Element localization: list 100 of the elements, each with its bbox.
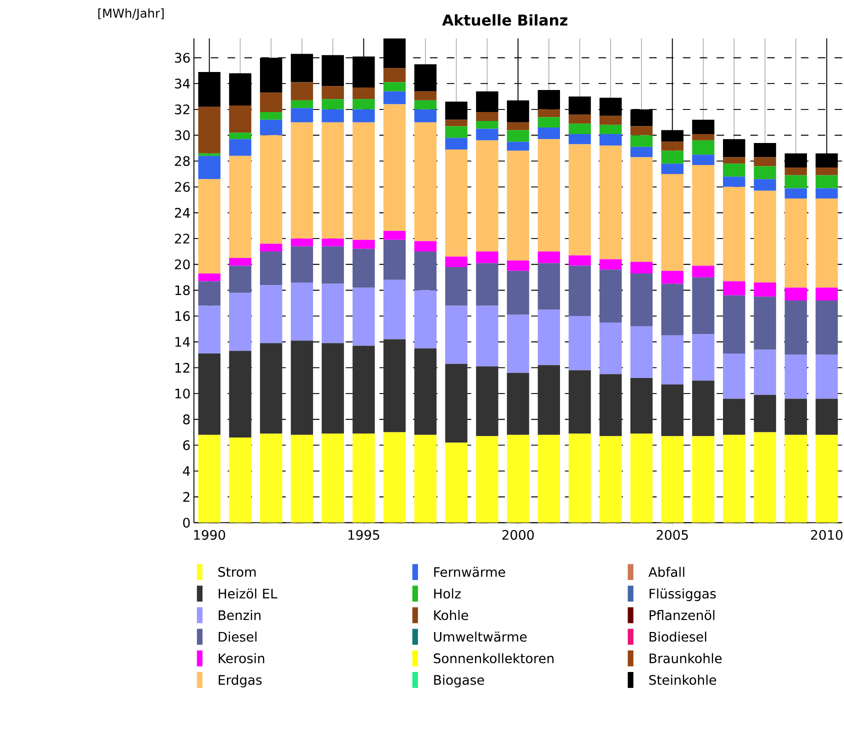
bar — [506, 271, 530, 315]
bar — [414, 64, 437, 92]
bar — [538, 435, 560, 523]
bar — [476, 112, 498, 122]
bar — [352, 288, 375, 346]
bar — [322, 343, 344, 434]
bar — [784, 154, 807, 168]
bar — [692, 266, 714, 278]
legend-label: Erdgas — [218, 674, 262, 688]
bar — [476, 263, 498, 306]
bar — [600, 374, 622, 436]
bar — [445, 306, 468, 364]
bar — [754, 166, 776, 180]
bar — [506, 260, 530, 272]
bar — [229, 139, 252, 156]
bar — [661, 436, 684, 523]
bar — [722, 435, 746, 523]
bar — [383, 432, 406, 523]
bar — [600, 270, 622, 323]
bar — [290, 108, 314, 123]
x-tick-label: 1990 — [194, 530, 226, 540]
bar — [754, 350, 776, 396]
bar — [784, 198, 807, 288]
bar — [754, 143, 776, 158]
bar — [260, 343, 282, 434]
legend-label: Umweltwärme — [434, 632, 527, 642]
bar — [600, 125, 622, 134]
bar — [229, 266, 252, 293]
bar — [538, 117, 560, 128]
bar — [290, 82, 314, 101]
bar — [630, 110, 653, 126]
bar — [661, 284, 684, 336]
bar — [722, 281, 746, 296]
bar — [383, 240, 406, 280]
bar — [229, 438, 252, 523]
bar — [383, 339, 406, 432]
bar — [414, 92, 437, 101]
bar — [322, 110, 344, 123]
bar — [229, 106, 252, 133]
bar — [600, 134, 622, 146]
bar — [260, 434, 282, 523]
bar — [816, 288, 838, 301]
bar — [476, 366, 498, 436]
bar — [352, 122, 375, 240]
legend-label: Flüssiggas — [650, 588, 716, 602]
y-tick-label: 20 — [174, 260, 190, 270]
bar — [568, 316, 591, 370]
y-tick-label: 16 — [175, 311, 190, 322]
bar — [506, 100, 530, 123]
bar — [722, 157, 746, 164]
y-tick-label: 0 — [183, 518, 190, 528]
bar — [352, 110, 375, 123]
bar — [538, 139, 560, 252]
bar — [816, 398, 838, 436]
bar — [630, 434, 653, 523]
bar — [692, 120, 714, 134]
legend-label: Biogase — [434, 674, 484, 688]
bar — [198, 354, 220, 436]
bar — [352, 240, 375, 250]
bar — [538, 90, 560, 110]
bar — [754, 296, 776, 350]
bar — [506, 130, 530, 142]
bar — [506, 314, 530, 374]
y-tick-label: 36 — [174, 52, 190, 63]
bar — [445, 102, 468, 120]
bar — [445, 138, 468, 150]
bar — [661, 164, 684, 174]
bar — [414, 435, 437, 523]
bar — [198, 156, 220, 180]
bar — [322, 284, 344, 344]
bar — [352, 99, 375, 110]
bar — [506, 150, 530, 261]
bar — [816, 168, 838, 176]
bar — [414, 290, 437, 349]
bar — [568, 144, 591, 256]
bar — [290, 435, 314, 523]
chart-title: Aktuelle Bilanz — [442, 14, 568, 26]
bar — [198, 179, 220, 274]
legend-label: Biodiesel — [650, 632, 706, 642]
bar — [229, 292, 252, 352]
bar — [661, 271, 684, 284]
legend-label: Fernwärme — [434, 567, 506, 578]
bar — [538, 110, 560, 118]
bar — [692, 140, 714, 155]
bar — [229, 351, 252, 438]
bar — [630, 378, 653, 434]
bar — [445, 364, 468, 443]
bar — [568, 134, 591, 144]
bar — [816, 175, 838, 188]
bar — [754, 190, 776, 283]
bar — [290, 340, 314, 436]
bar — [784, 354, 807, 399]
bar — [260, 244, 282, 252]
bar — [600, 98, 622, 116]
bar — [754, 179, 776, 191]
bar — [538, 128, 560, 140]
bar — [260, 120, 282, 136]
legend-label: Pflanzenöl — [650, 610, 714, 620]
bar — [692, 134, 714, 141]
bar — [661, 130, 684, 142]
